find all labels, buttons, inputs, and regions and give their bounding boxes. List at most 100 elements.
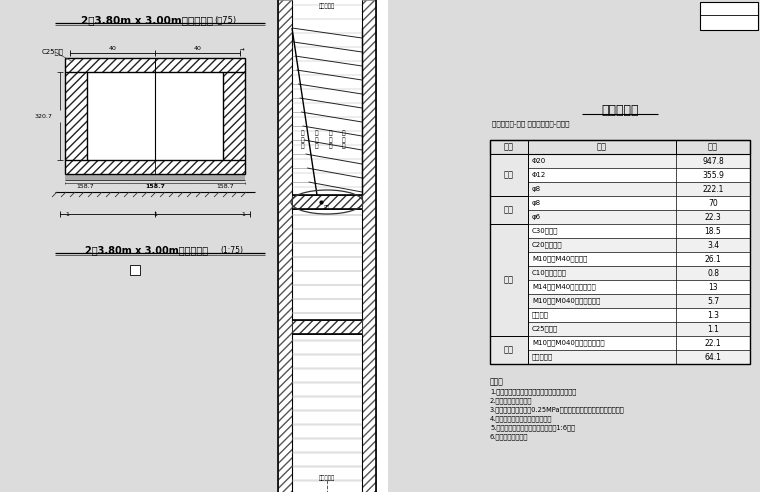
Text: 基础: 基础 [504, 345, 514, 355]
Text: 18.5: 18.5 [705, 226, 721, 236]
Text: 6.本涵洞含量数据。: 6.本涵洞含量数据。 [490, 433, 528, 440]
Text: 22.3: 22.3 [705, 213, 721, 221]
Text: 嵌
基
板: 嵌 基 板 [328, 131, 332, 149]
Text: 1.3: 1.3 [707, 310, 719, 319]
Text: 涵洞中心线: 涵洞中心线 [319, 3, 335, 9]
Bar [490, 294, 750, 308]
Bar [490, 224, 528, 336]
Bar [490, 196, 528, 224]
Text: →: → [239, 47, 244, 52]
Bar [490, 224, 750, 238]
Text: 1: 1 [153, 213, 157, 217]
Text: 4.进口引管水管嘴可停液表示意。: 4.进口引管水管嘴可停液表示意。 [490, 416, 553, 422]
Bar [490, 182, 750, 196]
Text: 沙砾垫层: 沙砾垫层 [532, 312, 549, 318]
Text: 3.地基承载力不得低于0.25MPa，否则应进行换土或复包加固措施。: 3.地基承载力不得低于0.25MPa，否则应进行换土或复包加固措施。 [490, 407, 625, 413]
Text: C25碎石: C25碎石 [42, 49, 64, 55]
Text: 工程数量表: 工程数量表 [601, 103, 638, 117]
Text: 947.8: 947.8 [702, 156, 724, 165]
Bar [490, 336, 528, 364]
Text: φ6: φ6 [532, 214, 541, 220]
Text: 222.1: 222.1 [702, 184, 724, 193]
Text: 5.7: 5.7 [707, 297, 719, 306]
Text: 22.1: 22.1 [705, 338, 721, 347]
Text: 台帽: 台帽 [504, 206, 514, 215]
Text: 排
水
板: 排 水 板 [341, 131, 345, 149]
Text: 26.1: 26.1 [705, 254, 721, 264]
Text: 盖板: 盖板 [504, 171, 514, 180]
Text: φ8: φ8 [532, 186, 541, 192]
Text: 158.7: 158.7 [216, 184, 234, 188]
Text: 干夯砼土方: 干夯砼土方 [532, 354, 553, 360]
Bar [65, 72, 87, 160]
Text: 5.水涵洞制板与落平板治布关规格为1:6度。: 5.水涵洞制板与落平板治布关规格为1:6度。 [490, 425, 575, 431]
Bar [490, 210, 750, 224]
Bar [490, 280, 750, 294]
Text: M10砂浆M40块石台身: M10砂浆M40块石台身 [532, 256, 587, 262]
Text: 158.7: 158.7 [76, 184, 93, 188]
Text: 1: 1 [241, 213, 245, 217]
Text: 70: 70 [708, 198, 718, 208]
Bar [65, 174, 245, 180]
Bar [490, 140, 750, 364]
Bar [292, 320, 362, 334]
Bar [362, 0, 376, 492]
Bar [65, 58, 245, 72]
Text: C10砼宁置横框: C10砼宁置横框 [532, 270, 567, 277]
Bar [490, 238, 750, 252]
Bar [223, 72, 245, 160]
Bar [490, 322, 750, 336]
Bar [490, 336, 750, 350]
Bar [490, 252, 750, 266]
Text: M10砂浆M040块石基础涵底: M10砂浆M040块石基础涵底 [532, 298, 600, 305]
Bar [490, 196, 750, 210]
Text: 13: 13 [708, 282, 717, 291]
Text: 单位：钢筋-千克 砌水量、其他-立方米: 单位：钢筋-千克 砌水量、其他-立方米 [492, 121, 569, 127]
Bar [278, 0, 292, 492]
Bar [490, 154, 528, 196]
Text: Φ20: Φ20 [532, 158, 546, 164]
Bar [700, 2, 758, 30]
Bar [490, 266, 750, 280]
Text: 3.4: 3.4 [707, 241, 719, 249]
Bar [65, 160, 245, 174]
Text: 40: 40 [109, 47, 116, 52]
Text: φ8: φ8 [532, 200, 541, 206]
Text: 数量: 数量 [708, 143, 718, 152]
Bar [155, 72, 223, 160]
Text: 1.图中尺寸数据源以米计件，其余均以厘米计。: 1.图中尺寸数据源以米计件，其余均以厘米计。 [490, 389, 576, 395]
Text: (比75): (比75) [214, 16, 236, 25]
Text: 2.图件不设置反棱坡。: 2.图件不设置反棱坡。 [490, 398, 532, 404]
Text: 项目: 项目 [597, 143, 607, 152]
Bar [490, 168, 750, 182]
Text: 355.9: 355.9 [702, 171, 724, 180]
Bar [87, 72, 155, 160]
Bar [490, 350, 750, 364]
Text: C25砼帽石: C25砼帽石 [532, 326, 559, 332]
Bar [490, 154, 750, 168]
Bar [292, 195, 362, 209]
Text: M10砂浆M040块石基础涵基础: M10砂浆M040块石基础涵基础 [532, 339, 605, 346]
Text: 1.1: 1.1 [707, 325, 719, 334]
Bar [490, 308, 750, 322]
Text: 桩
基
板: 桩 基 板 [300, 131, 304, 149]
Text: C20砼面台帽: C20砼面台帽 [532, 242, 562, 248]
Text: 涵洞中心线: 涵洞中心线 [319, 475, 335, 481]
Text: C30砼盖板: C30砼盖板 [532, 228, 559, 234]
Text: 158.7: 158.7 [145, 184, 165, 188]
Text: 40: 40 [194, 47, 201, 52]
Text: 2－3.80m x 3.00m盖板涵平面: 2－3.80m x 3.00m盖板涵平面 [85, 245, 208, 255]
Text: 说明：: 说明： [490, 377, 504, 387]
Text: 0.8: 0.8 [707, 269, 719, 277]
Text: 部位: 部位 [504, 143, 514, 152]
Text: 涵身: 涵身 [504, 276, 514, 284]
Text: 320.7: 320.7 [34, 114, 52, 119]
Text: 基底: 基底 [324, 206, 330, 211]
Text: Φ12: Φ12 [532, 172, 546, 178]
Bar [278, 0, 388, 492]
Text: 1: 1 [65, 213, 69, 217]
Text: 嵌
基
板: 嵌 基 板 [314, 131, 318, 149]
Bar [490, 140, 750, 154]
Text: M14砂浆M40块石中基垫身: M14砂浆M40块石中基垫身 [532, 284, 596, 290]
Bar [130, 265, 140, 275]
